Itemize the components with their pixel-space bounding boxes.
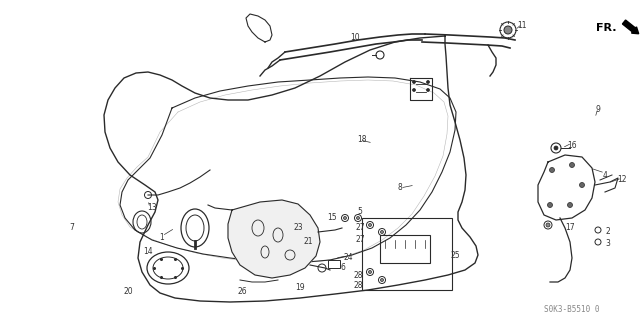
Circle shape bbox=[413, 88, 415, 92]
Circle shape bbox=[568, 203, 573, 207]
Circle shape bbox=[413, 80, 415, 84]
Text: 16: 16 bbox=[567, 140, 577, 150]
Text: 17: 17 bbox=[565, 224, 575, 233]
Text: 27: 27 bbox=[355, 224, 365, 233]
Circle shape bbox=[426, 80, 429, 84]
Text: 4: 4 bbox=[603, 170, 607, 180]
Polygon shape bbox=[228, 200, 320, 278]
Bar bbox=[328, 260, 340, 268]
Circle shape bbox=[554, 146, 558, 150]
Text: 10: 10 bbox=[350, 33, 360, 42]
Text: 28: 28 bbox=[353, 271, 363, 279]
Text: 9: 9 bbox=[596, 106, 600, 115]
Text: 14: 14 bbox=[143, 248, 153, 256]
Circle shape bbox=[344, 217, 346, 219]
Circle shape bbox=[381, 231, 383, 234]
Text: 1: 1 bbox=[159, 234, 164, 242]
Circle shape bbox=[550, 167, 554, 173]
Text: 15: 15 bbox=[327, 213, 337, 222]
Circle shape bbox=[426, 88, 429, 92]
Text: 26: 26 bbox=[237, 287, 247, 296]
Text: 21: 21 bbox=[303, 238, 313, 247]
Circle shape bbox=[369, 224, 371, 226]
Text: 2: 2 bbox=[605, 227, 611, 236]
Circle shape bbox=[356, 217, 360, 219]
Text: 7: 7 bbox=[70, 224, 74, 233]
Text: 5: 5 bbox=[358, 207, 362, 217]
Circle shape bbox=[547, 203, 552, 207]
Bar bbox=[362, 218, 452, 290]
Circle shape bbox=[504, 26, 512, 34]
Circle shape bbox=[546, 223, 550, 227]
Text: 18: 18 bbox=[357, 136, 367, 145]
Text: 3: 3 bbox=[605, 240, 611, 249]
Text: 24: 24 bbox=[343, 254, 353, 263]
Circle shape bbox=[369, 271, 371, 273]
Circle shape bbox=[376, 51, 384, 59]
Text: 27: 27 bbox=[355, 235, 365, 244]
Bar bbox=[380, 235, 430, 263]
Text: 25: 25 bbox=[450, 250, 460, 259]
Text: 11: 11 bbox=[517, 21, 527, 31]
Text: 13: 13 bbox=[147, 204, 157, 212]
Text: 20: 20 bbox=[123, 287, 133, 296]
Circle shape bbox=[579, 182, 584, 188]
Text: 8: 8 bbox=[397, 183, 403, 192]
Text: 28: 28 bbox=[353, 281, 363, 291]
Text: FR.: FR. bbox=[596, 23, 616, 33]
Text: 23: 23 bbox=[293, 224, 303, 233]
FancyArrow shape bbox=[623, 20, 639, 34]
Circle shape bbox=[381, 278, 383, 281]
Text: 12: 12 bbox=[617, 175, 627, 184]
Circle shape bbox=[570, 162, 575, 167]
Text: 6: 6 bbox=[340, 263, 346, 272]
Text: 19: 19 bbox=[295, 284, 305, 293]
Text: S0K3-B5510 0: S0K3-B5510 0 bbox=[544, 306, 600, 315]
